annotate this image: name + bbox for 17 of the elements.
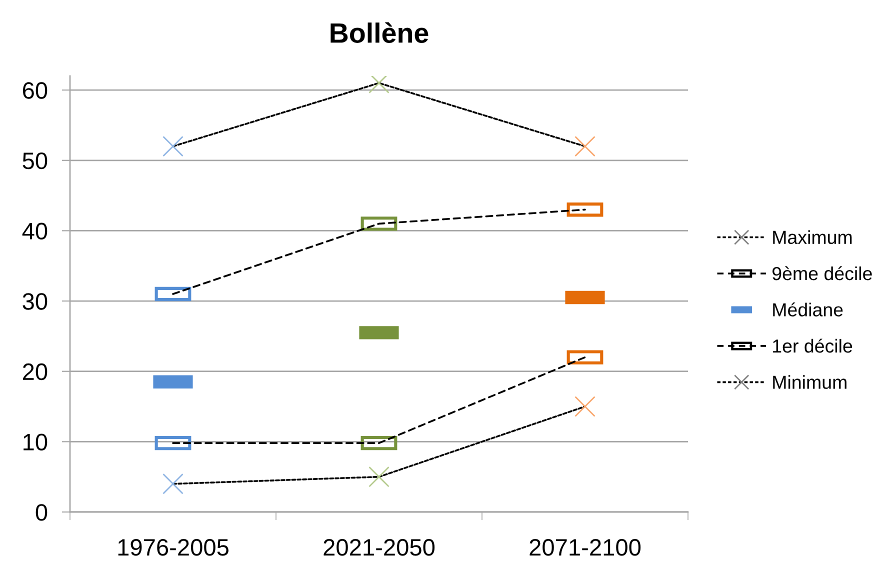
x-tick-label: 2021-2050: [324, 539, 435, 556]
x-tick-label: 1976-2005: [118, 539, 228, 556]
chart-title: Bollène: [330, 22, 428, 43]
legend-label: 1er décile: [773, 338, 852, 353]
y-tick-label: 0: [36, 504, 48, 521]
y-tick-label: 30: [22, 293, 48, 310]
y-tick-label: 50: [22, 152, 48, 170]
legend-label: Minimum: [773, 375, 846, 389]
y-tick-label: 60: [22, 82, 48, 99]
legend-label: Médiane: [773, 302, 843, 316]
y-tick-label: 20: [22, 363, 48, 380]
legend-label: 9ème décile: [772, 266, 872, 280]
legend-label: Maximum: [773, 230, 852, 244]
x-tick-label: 2071-2100: [530, 539, 641, 556]
point: [368, 466, 390, 488]
y-tick-label: 40: [22, 222, 48, 240]
y-tick-label: 10: [24, 434, 48, 450]
